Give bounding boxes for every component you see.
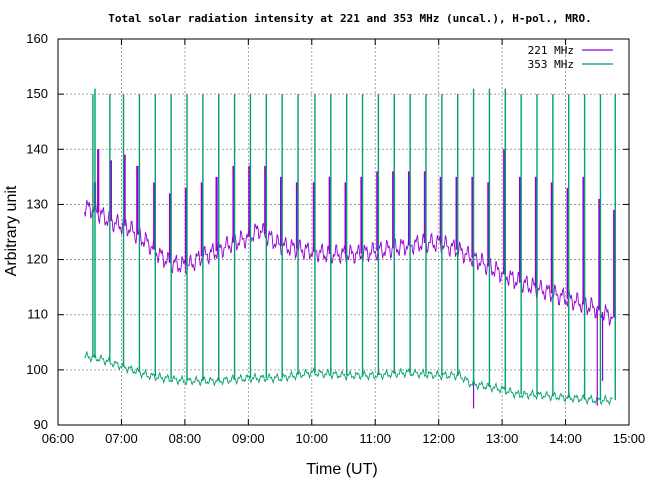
legend-label: 221 MHz bbox=[528, 44, 574, 57]
grid bbox=[58, 39, 629, 425]
x-axis-label: Time (UT) bbox=[306, 461, 377, 478]
y-tick-label: 110 bbox=[27, 307, 48, 322]
y-tick-label: 100 bbox=[26, 362, 48, 377]
y-tick-label: 90 bbox=[34, 417, 48, 432]
series-layer bbox=[83, 88, 616, 409]
legend-label: 353 MHz bbox=[528, 58, 574, 71]
axes: 06:00 07:00 08:00 09:00 10:00 11:00 12:00 13:00… bbox=[26, 31, 645, 446]
y-tick-label: 150 bbox=[26, 86, 48, 101]
x-tick-label: 07:00 bbox=[105, 431, 138, 446]
x-tick-label: 08:00 bbox=[169, 431, 202, 446]
x-tick-label: 09:00 bbox=[232, 431, 265, 446]
x-tick-label: 06:00 bbox=[42, 431, 75, 446]
x-tick-label: 11:00 bbox=[359, 431, 391, 446]
x-tick-label: 12:00 bbox=[422, 431, 455, 446]
chart-title: Total solar radiation intensity at 221 a… bbox=[108, 12, 591, 25]
y-tick-label: 130 bbox=[26, 196, 48, 211]
y-tick-label: 160 bbox=[26, 31, 48, 46]
series-line bbox=[84, 350, 613, 406]
y-tick-label: 120 bbox=[26, 252, 48, 267]
y-tick-label: 140 bbox=[26, 141, 48, 156]
x-tick-label: 15:00 bbox=[613, 431, 646, 446]
plot-frame bbox=[57, 38, 630, 426]
series-353-mhz bbox=[84, 88, 616, 406]
y-axis-label: Arbitrary unit bbox=[3, 185, 20, 276]
x-tick-label: 10:00 bbox=[296, 431, 329, 446]
series-line bbox=[83, 200, 614, 326]
x-tick-label: 14:00 bbox=[549, 431, 582, 446]
x-tick-label: 13:00 bbox=[486, 431, 519, 446]
